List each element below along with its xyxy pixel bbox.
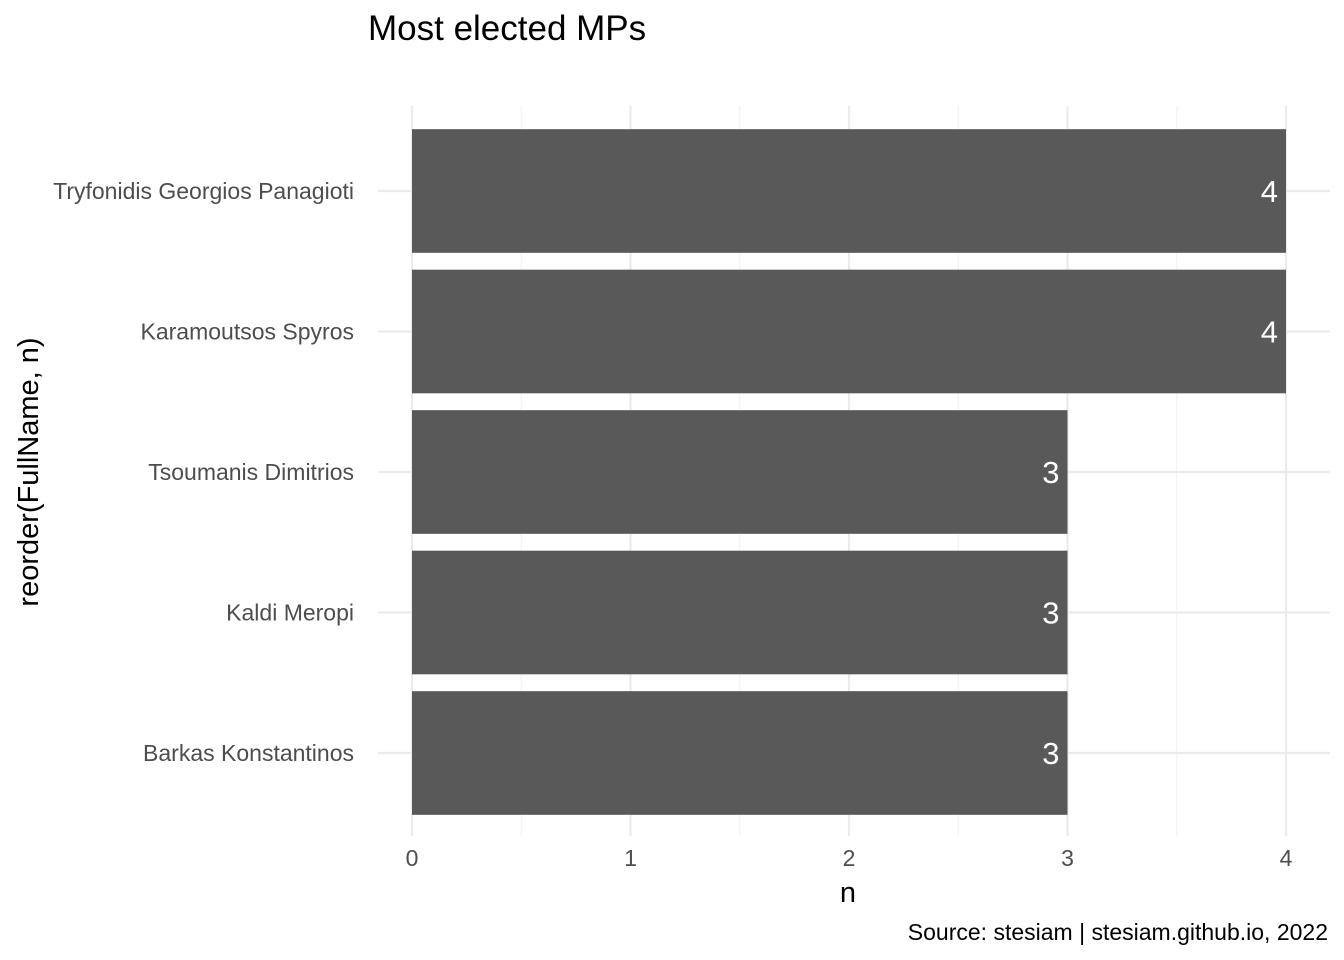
bar xyxy=(412,129,1286,253)
x-axis-ticks: 0 1 2 3 4 xyxy=(406,845,1293,871)
x-tick-label: 3 xyxy=(1061,845,1074,871)
bar xyxy=(412,269,1286,394)
y-axis-title: reorder(FullName, n) xyxy=(13,337,45,606)
x-tick-label: 2 xyxy=(843,845,856,871)
data-label: 3 xyxy=(1042,455,1059,490)
y-tick-label: Tryfonidis Georgios Panagioti xyxy=(53,178,354,204)
x-tick-label: 0 xyxy=(406,845,419,871)
bar xyxy=(412,550,1068,675)
data-label: 4 xyxy=(1261,174,1278,209)
data-label: 3 xyxy=(1042,736,1059,771)
y-tick-label: Tsoumanis Dimitrios xyxy=(148,459,354,485)
x-axis-title: n xyxy=(840,877,856,909)
data-label: 4 xyxy=(1261,315,1278,350)
chart-caption: Source: stesiam | stesiam.github.io, 202… xyxy=(908,919,1328,945)
x-tick-label: 1 xyxy=(624,845,637,871)
bars-group xyxy=(412,129,1286,815)
y-tick-label: Karamoutsos Spyros xyxy=(141,319,354,345)
chart-title: Most elected MPs xyxy=(368,9,646,48)
bar xyxy=(412,410,1068,534)
x-tick-label: 4 xyxy=(1280,845,1293,871)
y-tick-label: Barkas Konstantinos xyxy=(143,740,354,766)
data-label: 3 xyxy=(1042,596,1059,631)
y-tick-label: Kaldi Meropi xyxy=(226,600,354,626)
data-labels-group: 4 4 3 3 3 xyxy=(1042,174,1278,771)
y-axis-ticks: Tryfonidis Georgios Panagioti Karamoutsos… xyxy=(53,178,354,766)
bar xyxy=(412,691,1068,815)
